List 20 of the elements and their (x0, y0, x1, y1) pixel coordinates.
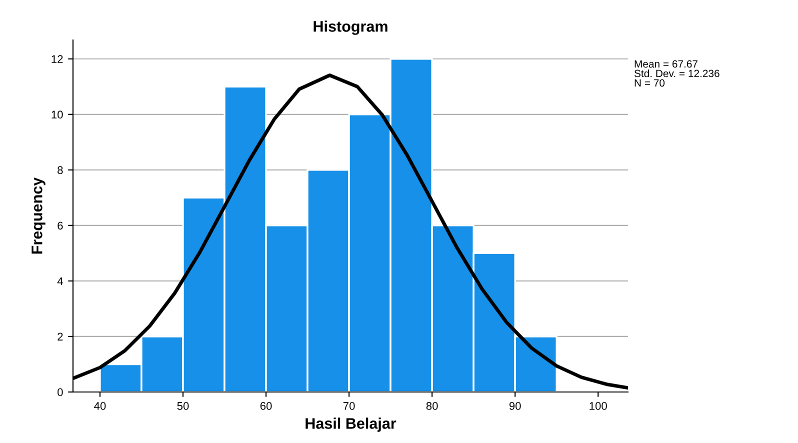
y-axis-title: Frequency (32, 177, 46, 254)
text: N = 70 (634, 79, 665, 87)
x-axis-title: Hasil Belajar (306, 418, 396, 432)
x-tick-label: 90 (509, 402, 521, 410)
y-tick-label: 8 (58, 166, 63, 174)
y-tick-label: 2 (58, 332, 63, 341)
x-tick-label: 80 (426, 402, 438, 410)
text: Std. Dev. = 12.236 (634, 70, 720, 78)
y-tick-label: 12 (52, 55, 63, 63)
x-tick-label: 50 (177, 402, 189, 410)
x-tick-label: 40 (94, 402, 106, 410)
y-tick-label: 0 (58, 388, 63, 396)
text: Mean = 67.67 (634, 60, 698, 68)
y-tick-label: 6 (58, 222, 63, 230)
y-tick-label: 10 (52, 110, 63, 119)
x-tick-label: 100 (590, 402, 607, 410)
x-tick-label: 60 (260, 402, 272, 410)
x-tick-label: 70 (343, 402, 355, 410)
y-tick-label: 4 (57, 277, 63, 285)
chart-title: Histogram (314, 20, 388, 35)
